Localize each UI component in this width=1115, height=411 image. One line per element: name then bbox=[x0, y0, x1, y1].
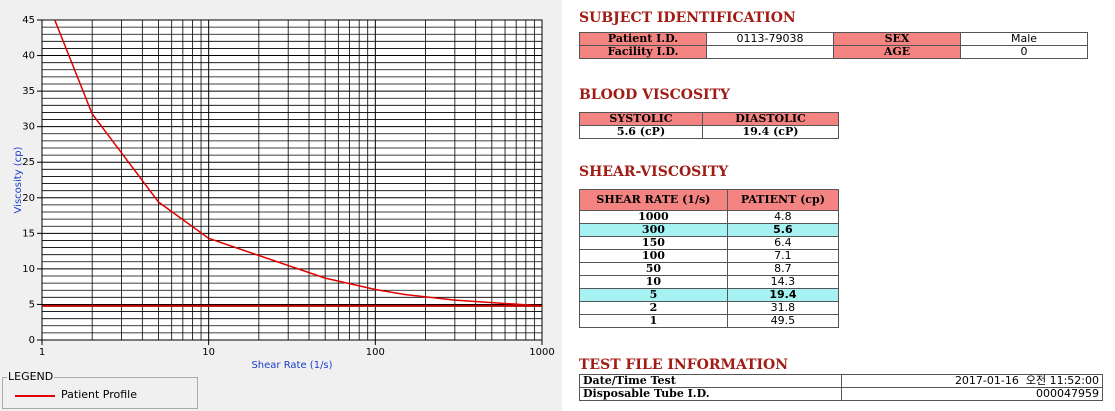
legend-swatch bbox=[15, 395, 55, 397]
header: PATIENT (cp) bbox=[726, 189, 840, 211]
section-title: TEST FILE INFORMATION bbox=[579, 357, 789, 373]
y-tick-label: 35 bbox=[22, 86, 35, 97]
y-tick-label: 10 bbox=[22, 264, 35, 275]
y-tick-label: 25 bbox=[22, 157, 35, 168]
line-series bbox=[53, 20, 542, 307]
chart-panel: Shear Rate (1/s) Viscosity (cp) 0 5 10 15 20… bbox=[0, 0, 562, 411]
chart: Shear Rate (1/s) Viscosity (cp) 0 5 10 15 20… bbox=[13, 15, 555, 371]
cell: Male bbox=[960, 32, 1088, 46]
x-tick-label: 10 bbox=[202, 347, 215, 358]
row: Disposable Tube I.D. 000047959 bbox=[579, 387, 1103, 401]
row: 10 14.3 bbox=[579, 275, 840, 289]
x-axis-title: Shear Rate (1/s) bbox=[251, 360, 332, 371]
cell: 19.4 bbox=[726, 288, 840, 302]
cell: 100 bbox=[579, 249, 728, 263]
cell: 19.4 (cP) bbox=[701, 125, 840, 139]
y-tick-label: 5 bbox=[29, 299, 35, 310]
plot-border bbox=[41, 19, 543, 341]
row: Date/Time Test 2017-01-16 오전 11:52:00 bbox=[579, 374, 1103, 388]
cell: 0113-79038 bbox=[706, 32, 834, 46]
shear-table: SHEAR RATE (1/s) PATIENT (cp) 1000 4.8 300 5… bbox=[579, 189, 840, 328]
cell: 300 bbox=[579, 223, 728, 237]
cell: 4.8 bbox=[726, 210, 840, 224]
y-tick-label: 30 bbox=[22, 122, 35, 133]
test-file-table: Date/Time Test 2017-01-16 오전 11:52:00 Disp… bbox=[579, 374, 1103, 401]
row: 1000 4.8 bbox=[579, 210, 840, 224]
cell: 1 bbox=[579, 314, 728, 328]
subject-table: Patient I.D. 0113-79038 SEX Male Facility I.… bbox=[579, 32, 1088, 59]
cell: 150 bbox=[579, 236, 728, 250]
x-tick-label: 1 bbox=[39, 347, 45, 358]
cell: 50 bbox=[579, 262, 728, 276]
cell: 2 bbox=[579, 301, 728, 315]
label-cell: SEX bbox=[833, 32, 961, 46]
row: 100 7.1 bbox=[579, 249, 840, 263]
y-axis-title: Viscosity (cp) bbox=[13, 146, 24, 213]
label-cell: Disposable Tube I.D. bbox=[579, 387, 842, 401]
legend: LEGEND Patient Profile bbox=[2, 370, 198, 409]
plot-area bbox=[42, 20, 542, 340]
cell: 5 bbox=[579, 288, 728, 302]
x-tick-label: 1000 bbox=[529, 347, 554, 358]
cell: 7.1 bbox=[726, 249, 840, 263]
row: 5 19.4 bbox=[579, 288, 840, 302]
y-tick-label: 20 bbox=[22, 193, 35, 204]
legend-label: Patient Profile bbox=[61, 388, 138, 401]
cell: 1000 bbox=[579, 210, 728, 224]
cell: 6.4 bbox=[726, 236, 840, 250]
row: 1 49.5 bbox=[579, 314, 840, 328]
row: 50 8.7 bbox=[579, 262, 840, 276]
cell: 49.5 bbox=[726, 314, 840, 328]
label-cell: AGE bbox=[833, 45, 961, 59]
section-title: BLOOD VISCOSITY bbox=[579, 87, 731, 103]
row: 300 5.6 bbox=[579, 223, 840, 237]
header: SHEAR RATE (1/s) bbox=[579, 189, 728, 211]
label-cell: Date/Time Test bbox=[579, 374, 842, 388]
cell: 2017-01-16 오전 11:52:00 bbox=[840, 374, 1103, 388]
cell: 8.7 bbox=[726, 262, 840, 276]
header: SYSTOLIC bbox=[579, 112, 703, 126]
cell: 14.3 bbox=[726, 275, 840, 289]
legend-title: LEGEND bbox=[7, 370, 55, 383]
cell: 5.6 bbox=[726, 223, 840, 237]
row: 150 6.4 bbox=[579, 236, 840, 250]
label-cell: Facility I.D. bbox=[579, 45, 707, 59]
x-tick-label: 100 bbox=[366, 347, 385, 358]
section-title: SUBJECT IDENTIFICATION bbox=[579, 10, 796, 26]
cell: 10 bbox=[579, 275, 728, 289]
row: 2 31.8 bbox=[579, 301, 840, 315]
y-tick-label: 45 bbox=[22, 15, 35, 26]
y-tick-label: 40 bbox=[22, 51, 35, 62]
cell: 000047959 bbox=[840, 387, 1103, 401]
section-title: SHEAR-VISCOSITY bbox=[579, 164, 729, 180]
y-tick-label: 15 bbox=[22, 228, 35, 239]
header: DIASTOLIC bbox=[701, 112, 840, 126]
row: Facility I.D. AGE 0 bbox=[579, 45, 1088, 59]
series-group bbox=[42, 20, 542, 307]
cell bbox=[706, 45, 834, 59]
y-tick-label: 0 bbox=[29, 335, 35, 346]
row: Patient I.D. 0113-79038 SEX Male bbox=[579, 32, 1088, 46]
label-cell: Patient I.D. bbox=[579, 32, 707, 46]
blood-table: SYSTOLIC DIASTOLIC 5.6 (cP) 19.4 (cP) bbox=[579, 112, 840, 139]
cell: 0 bbox=[960, 45, 1088, 59]
cell: 31.8 bbox=[726, 301, 840, 315]
cell: 5.6 (cP) bbox=[579, 125, 703, 139]
